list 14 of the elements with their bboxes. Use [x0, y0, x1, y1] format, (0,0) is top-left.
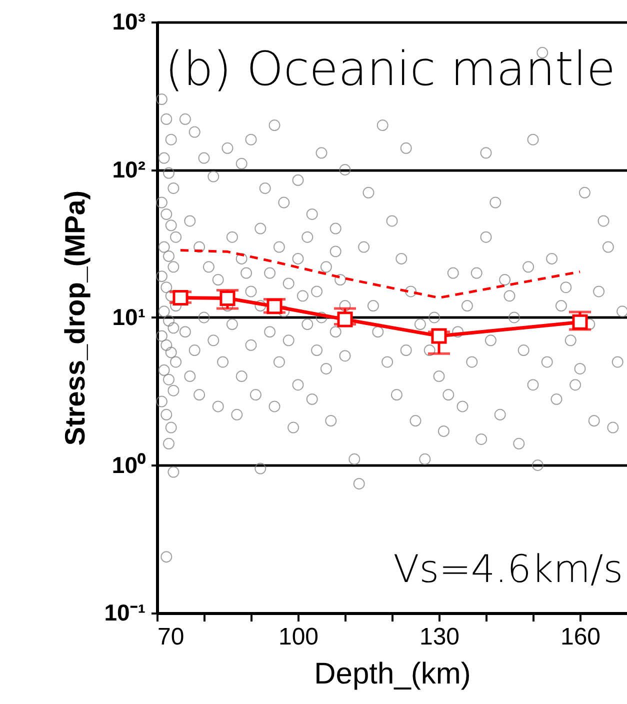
y-tick-label: 10³ [112, 8, 146, 34]
annotation: Vs=4.6km/s [393, 547, 623, 591]
x-tick-label: 130 [419, 624, 460, 650]
y-tick-label: 10⁻¹ [104, 600, 146, 626]
x-tick-label: 100 [278, 624, 319, 650]
y-tick-label: 10¹ [112, 304, 146, 330]
line-series [179, 249, 582, 300]
annotation: (b) Oceanic mantle [165, 42, 616, 97]
y-tick-label: 10² [112, 156, 146, 182]
y-axis-title: Stress_drop_(MPa) [59, 190, 90, 446]
y-tick-label: 10⁰ [112, 452, 146, 478]
x-axis-title: Depth_(km) [314, 658, 471, 690]
x-tick-label: 160 [560, 624, 601, 650]
x-tick-label: 70 [158, 624, 184, 650]
